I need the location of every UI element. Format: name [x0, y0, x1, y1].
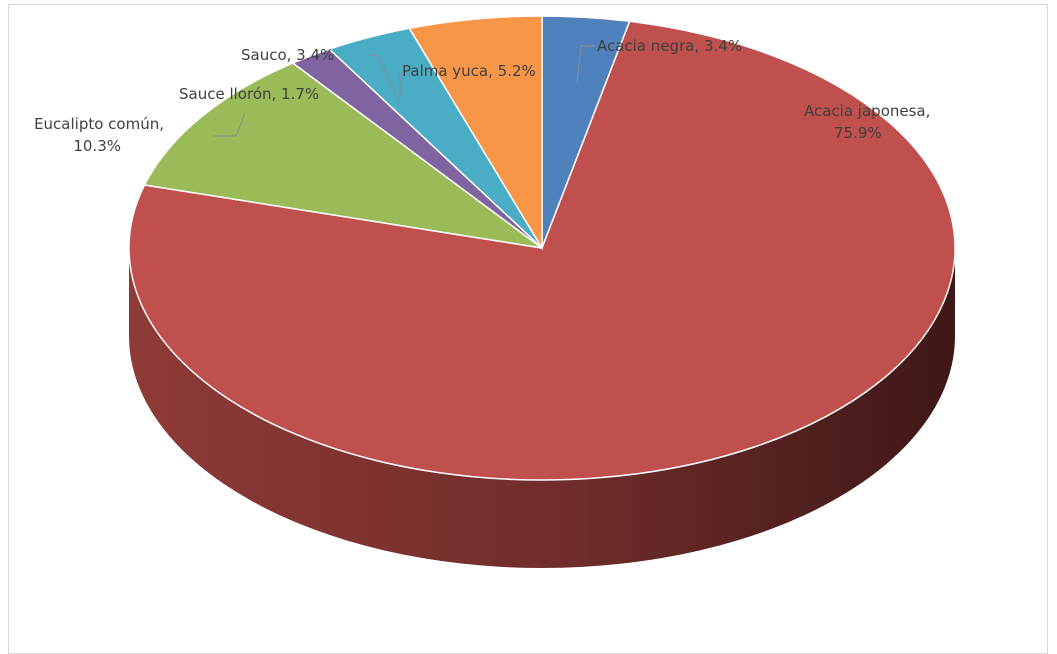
leader-line-sauco: [367, 54, 400, 101]
data-labels: Acacia negra, 3.4% Acacia japonesa, 75.9% E…: [34, 37, 930, 155]
data-label-sauce-lloron: Sauce llorón, 1.7%: [179, 85, 319, 103]
slice-eucalipto-comun: [143, 62, 543, 249]
data-label-palma-yuca: Palma yuca, 5.2%: [402, 62, 536, 80]
chart-frame: Acacia negra, 3.4% Acacia japonesa, 75.9% E…: [8, 4, 1048, 654]
slice-palma-yuca: [408, 15, 543, 251]
pie-chart: Acacia negra, 3.4% Acacia japonesa, 75.9% E…: [34, 15, 956, 568]
data-label-eucalipto-comun: Eucalipto común, 10.3%: [34, 115, 164, 155]
leader-line-acacia-negra: [576, 45, 595, 84]
slice-side-acacia-japonesa: [129, 248, 955, 568]
data-label-sauco: Sauco, 3.4%: [241, 46, 334, 64]
slice-acacia-japonesa: [128, 20, 956, 481]
data-label-acacia-japonesa: Acacia japonesa, 75.9%: [804, 102, 930, 142]
data-label-acacia-negra: Acacia negra, 3.4%: [597, 37, 742, 55]
leader-line-eucalipto-comun: [213, 112, 246, 137]
pie-slices: [128, 15, 956, 481]
